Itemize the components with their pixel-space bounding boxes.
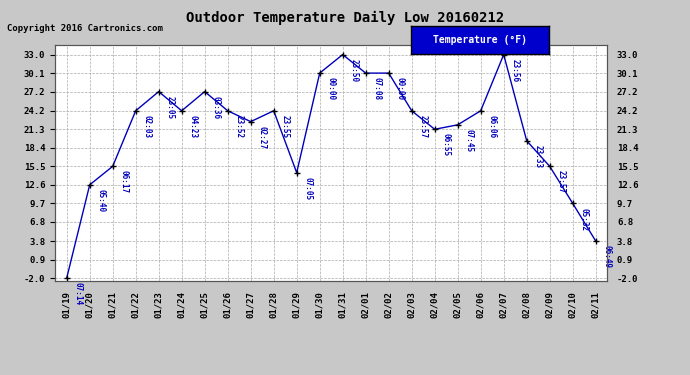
Text: 04:23: 04:23 xyxy=(188,115,197,138)
Text: 23:50: 23:50 xyxy=(350,59,359,82)
Text: 06:49: 06:49 xyxy=(602,245,611,268)
Text: 23:33: 23:33 xyxy=(533,145,542,168)
Text: 00:00: 00:00 xyxy=(395,77,404,101)
Text: 05:40: 05:40 xyxy=(97,189,106,212)
Text: Outdoor Temperature Daily Low 20160212: Outdoor Temperature Daily Low 20160212 xyxy=(186,11,504,26)
Text: 23:57: 23:57 xyxy=(557,171,566,194)
Text: 07:14: 07:14 xyxy=(74,282,83,305)
Text: 07:45: 07:45 xyxy=(464,129,473,152)
Text: 02:27: 02:27 xyxy=(257,126,266,149)
Text: 07:05: 07:05 xyxy=(304,177,313,200)
Text: 06:06: 06:06 xyxy=(488,115,497,138)
Text: 05:32: 05:32 xyxy=(580,207,589,231)
Text: 23:52: 23:52 xyxy=(235,115,244,138)
Text: 23:55: 23:55 xyxy=(281,115,290,138)
Text: 06:55: 06:55 xyxy=(442,134,451,157)
Text: 07:08: 07:08 xyxy=(373,77,382,101)
Text: 02:03: 02:03 xyxy=(143,115,152,138)
Text: 23:56: 23:56 xyxy=(511,59,520,82)
Text: 00:00: 00:00 xyxy=(326,77,335,101)
Text: 06:17: 06:17 xyxy=(119,171,128,194)
Text: 23:05: 23:05 xyxy=(166,96,175,119)
Text: Temperature (°F): Temperature (°F) xyxy=(433,35,526,45)
Text: 23:57: 23:57 xyxy=(419,115,428,138)
Text: Copyright 2016 Cartronics.com: Copyright 2016 Cartronics.com xyxy=(7,24,163,33)
Text: 03:36: 03:36 xyxy=(212,96,221,119)
